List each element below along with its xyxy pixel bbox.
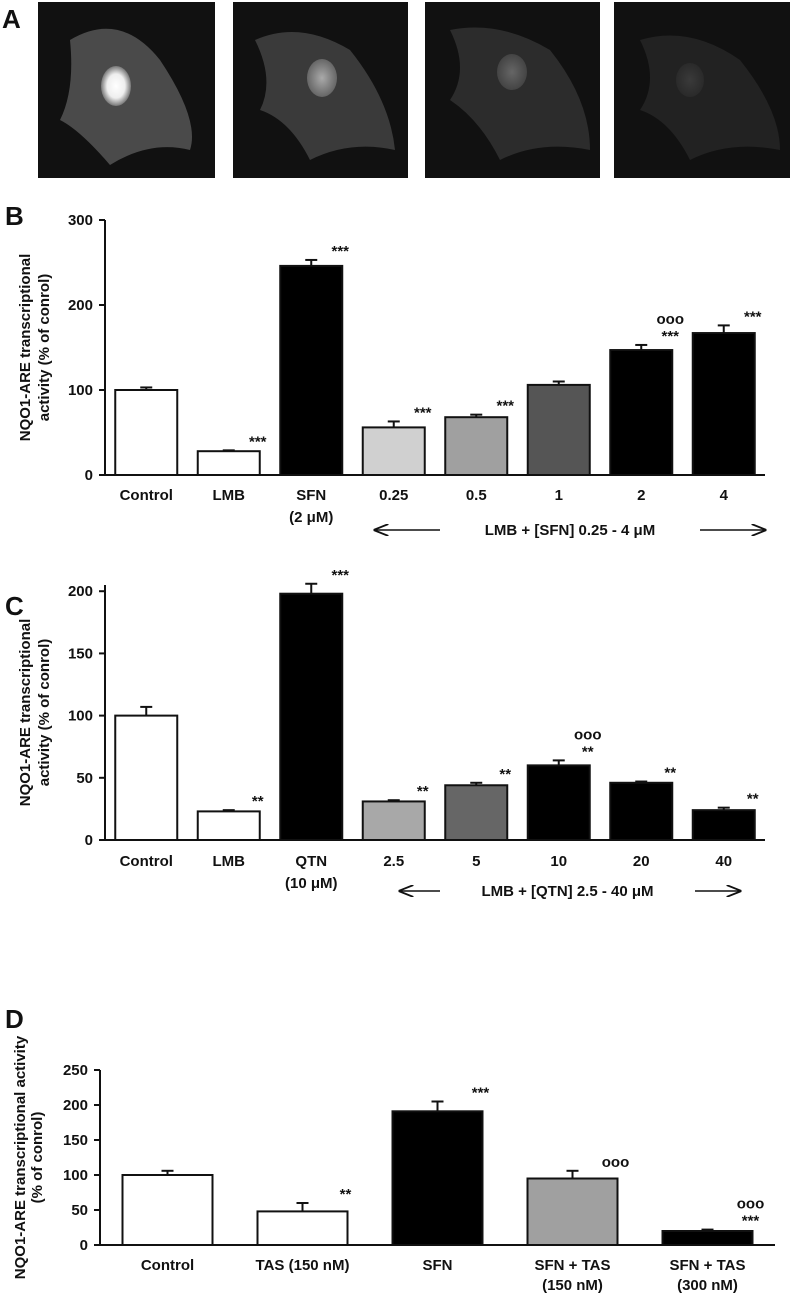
x-tick-label: Control [141,1257,194,1274]
significance-label: *** [414,404,432,421]
y-tick-label: 0 [85,467,93,484]
x-tick-label: 5 [472,853,480,870]
x-tick-label: TAS (150 nM) [256,1257,350,1274]
y-axis-label: NQO1-ARE transcriptional activity (% of c… [17,254,53,442]
y-tick-label: 300 [68,212,93,229]
bar [256,1210,349,1247]
significance-label: *** [249,433,267,450]
bar [526,383,591,476]
significance-label: ** [417,783,429,800]
y-tick-label: 50 [71,1202,88,1219]
range-note: LMB + [SFN] 0.25 - 4 μM [485,522,655,539]
y-tick-label: 0 [80,1237,88,1254]
significance-label: ** [252,793,264,810]
bar [279,264,344,476]
significance-label: *** [331,567,349,584]
x-tick-label: SFN (2 μM) [289,487,333,526]
bar [526,764,591,841]
bar [121,1174,214,1246]
panel-label: D [5,1004,24,1034]
y-tick-label: 100 [63,1167,88,1184]
y-tick-label: 250 [63,1062,88,1079]
bar [661,1230,754,1246]
y-axis-label: NQO1-ARE transcriptional activity(% of c… [12,1035,46,1279]
x-tick-label: SFN [423,1257,453,1274]
x-tick-label: Control [120,487,173,504]
x-tick-label: QTN (10 μM) [285,853,338,892]
x-tick-label: 2.5 [383,853,404,870]
panel-label: C [5,591,24,621]
y-tick-label: 0 [85,832,93,849]
micrographs [38,2,790,178]
x-tick-label: 4 [720,487,729,504]
x-tick-label: 0.5 [466,487,487,504]
x-tick-label: 20 [633,853,650,870]
significance-label: ** [340,1186,352,1203]
bar [391,1110,484,1247]
y-tick-label: 150 [68,645,93,662]
bar [361,426,426,476]
x-tick-label: 2 [637,487,645,504]
x-tick-label: 10 [550,853,567,870]
chart-panel: B NQO1-ARE transcriptional activity (% of … [5,201,765,539]
x-tick-label: 1 [555,487,563,504]
y-axis-label: NQO1-ARE transcriptional activity (% of c… [17,619,53,807]
bar [196,810,261,842]
significance-label: ** [664,765,676,782]
bar [526,1177,619,1246]
bar [361,800,426,841]
significance-label: ** [499,766,511,783]
significance-label: *** [331,243,349,260]
y-tick-label: 100 [68,382,93,399]
y-tick-label: 100 [68,708,93,725]
bar [609,349,674,476]
bar [114,714,179,841]
significance-label: *** [744,308,762,325]
y-tick-label: 200 [68,297,93,314]
significance-label: ooo [602,1154,630,1171]
y-tick-label: 200 [68,583,93,600]
y-tick-label: 150 [63,1132,88,1149]
bar [114,389,179,476]
x-tick-label: SFN + TAS (300 nM) [670,1257,746,1294]
x-tick-label: 0.25 [379,487,408,504]
bar [691,809,756,842]
bar [444,784,509,842]
significance-label: *** [496,398,514,415]
x-tick-label: LMB [213,487,246,504]
range-note: LMB + [QTN] 2.5 - 40 μM [481,883,653,900]
bar [444,416,509,477]
significance-label: ooo ** [574,726,602,760]
significance-label: ooo *** [657,311,685,345]
x-tick-label: SFN + TAS (150 nM) [535,1257,611,1294]
bar [279,592,344,842]
y-tick-label: 50 [76,770,93,787]
significance-label: *** [472,1085,490,1102]
bar [196,450,261,477]
significance-label: ooo *** [737,1196,765,1230]
y-tick-label: 200 [63,1097,88,1114]
bar [609,781,674,842]
panel-label: B [5,201,24,231]
panel-label: A [2,4,21,34]
x-tick-label: LMB [213,853,246,870]
bar [691,332,756,476]
x-tick-label: 40 [715,853,732,870]
significance-label: ** [747,791,759,808]
x-tick-label: Control [120,853,173,870]
